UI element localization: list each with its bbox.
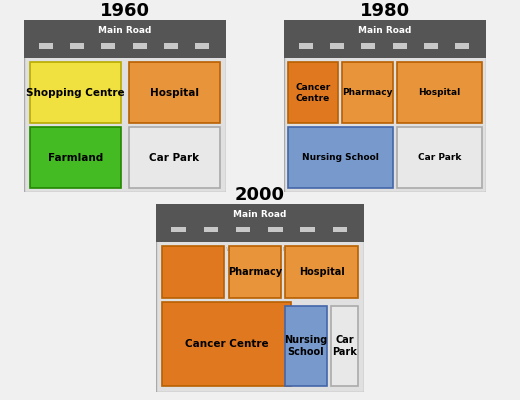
- Bar: [397, 127, 482, 188]
- Bar: [164, 43, 178, 49]
- Title: 1960: 1960: [100, 2, 150, 20]
- Text: Car Park: Car Park: [149, 152, 200, 162]
- Text: Farmland: Farmland: [48, 152, 103, 162]
- Bar: [301, 226, 315, 232]
- Text: Cancer Centre: Cancer Centre: [185, 339, 268, 349]
- Text: Car Park: Car Park: [418, 153, 461, 162]
- Bar: [333, 226, 347, 232]
- Bar: [101, 43, 115, 49]
- Bar: [162, 302, 291, 386]
- Text: Hospital: Hospital: [418, 88, 461, 97]
- Bar: [330, 43, 344, 49]
- Bar: [162, 246, 225, 298]
- Text: Nursing School: Nursing School: [302, 153, 379, 162]
- Bar: [30, 127, 121, 188]
- Bar: [171, 226, 186, 232]
- Bar: [129, 62, 220, 123]
- Bar: [195, 43, 209, 49]
- Bar: [39, 43, 53, 49]
- Text: Pharmacy: Pharmacy: [342, 88, 393, 97]
- Bar: [129, 127, 220, 188]
- Text: Hospital: Hospital: [150, 88, 199, 98]
- Bar: [236, 226, 250, 232]
- Title: 1980: 1980: [360, 2, 410, 20]
- Text: Main Road: Main Road: [98, 26, 151, 35]
- Text: Shopping Centre: Shopping Centre: [26, 88, 124, 98]
- Bar: [285, 246, 358, 298]
- Text: Main Road: Main Road: [358, 26, 411, 35]
- Bar: [285, 306, 327, 386]
- Text: Car
Park: Car Park: [332, 335, 357, 357]
- Bar: [397, 62, 482, 123]
- Text: Cancer
Centre: Cancer Centre: [295, 83, 331, 102]
- Bar: [393, 43, 407, 49]
- Bar: [283, 20, 486, 58]
- Bar: [70, 43, 84, 49]
- Bar: [23, 20, 226, 58]
- Bar: [133, 43, 147, 49]
- Bar: [268, 226, 282, 232]
- Bar: [229, 246, 281, 298]
- Text: Hospital: Hospital: [299, 267, 344, 277]
- Bar: [288, 62, 338, 123]
- Text: Pharmacy: Pharmacy: [228, 267, 282, 277]
- Bar: [30, 62, 121, 123]
- Bar: [203, 226, 218, 232]
- Bar: [361, 43, 375, 49]
- Bar: [288, 127, 393, 188]
- Bar: [455, 43, 469, 49]
- Text: www.ielts-exam.net: www.ielts-exam.net: [226, 246, 294, 252]
- Text: Nursing
School: Nursing School: [284, 335, 328, 357]
- Bar: [155, 204, 365, 242]
- Bar: [331, 306, 358, 386]
- Bar: [342, 62, 393, 123]
- Text: Main Road: Main Road: [233, 210, 287, 219]
- Bar: [299, 43, 313, 49]
- Bar: [424, 43, 438, 49]
- Title: 2000: 2000: [235, 186, 285, 204]
